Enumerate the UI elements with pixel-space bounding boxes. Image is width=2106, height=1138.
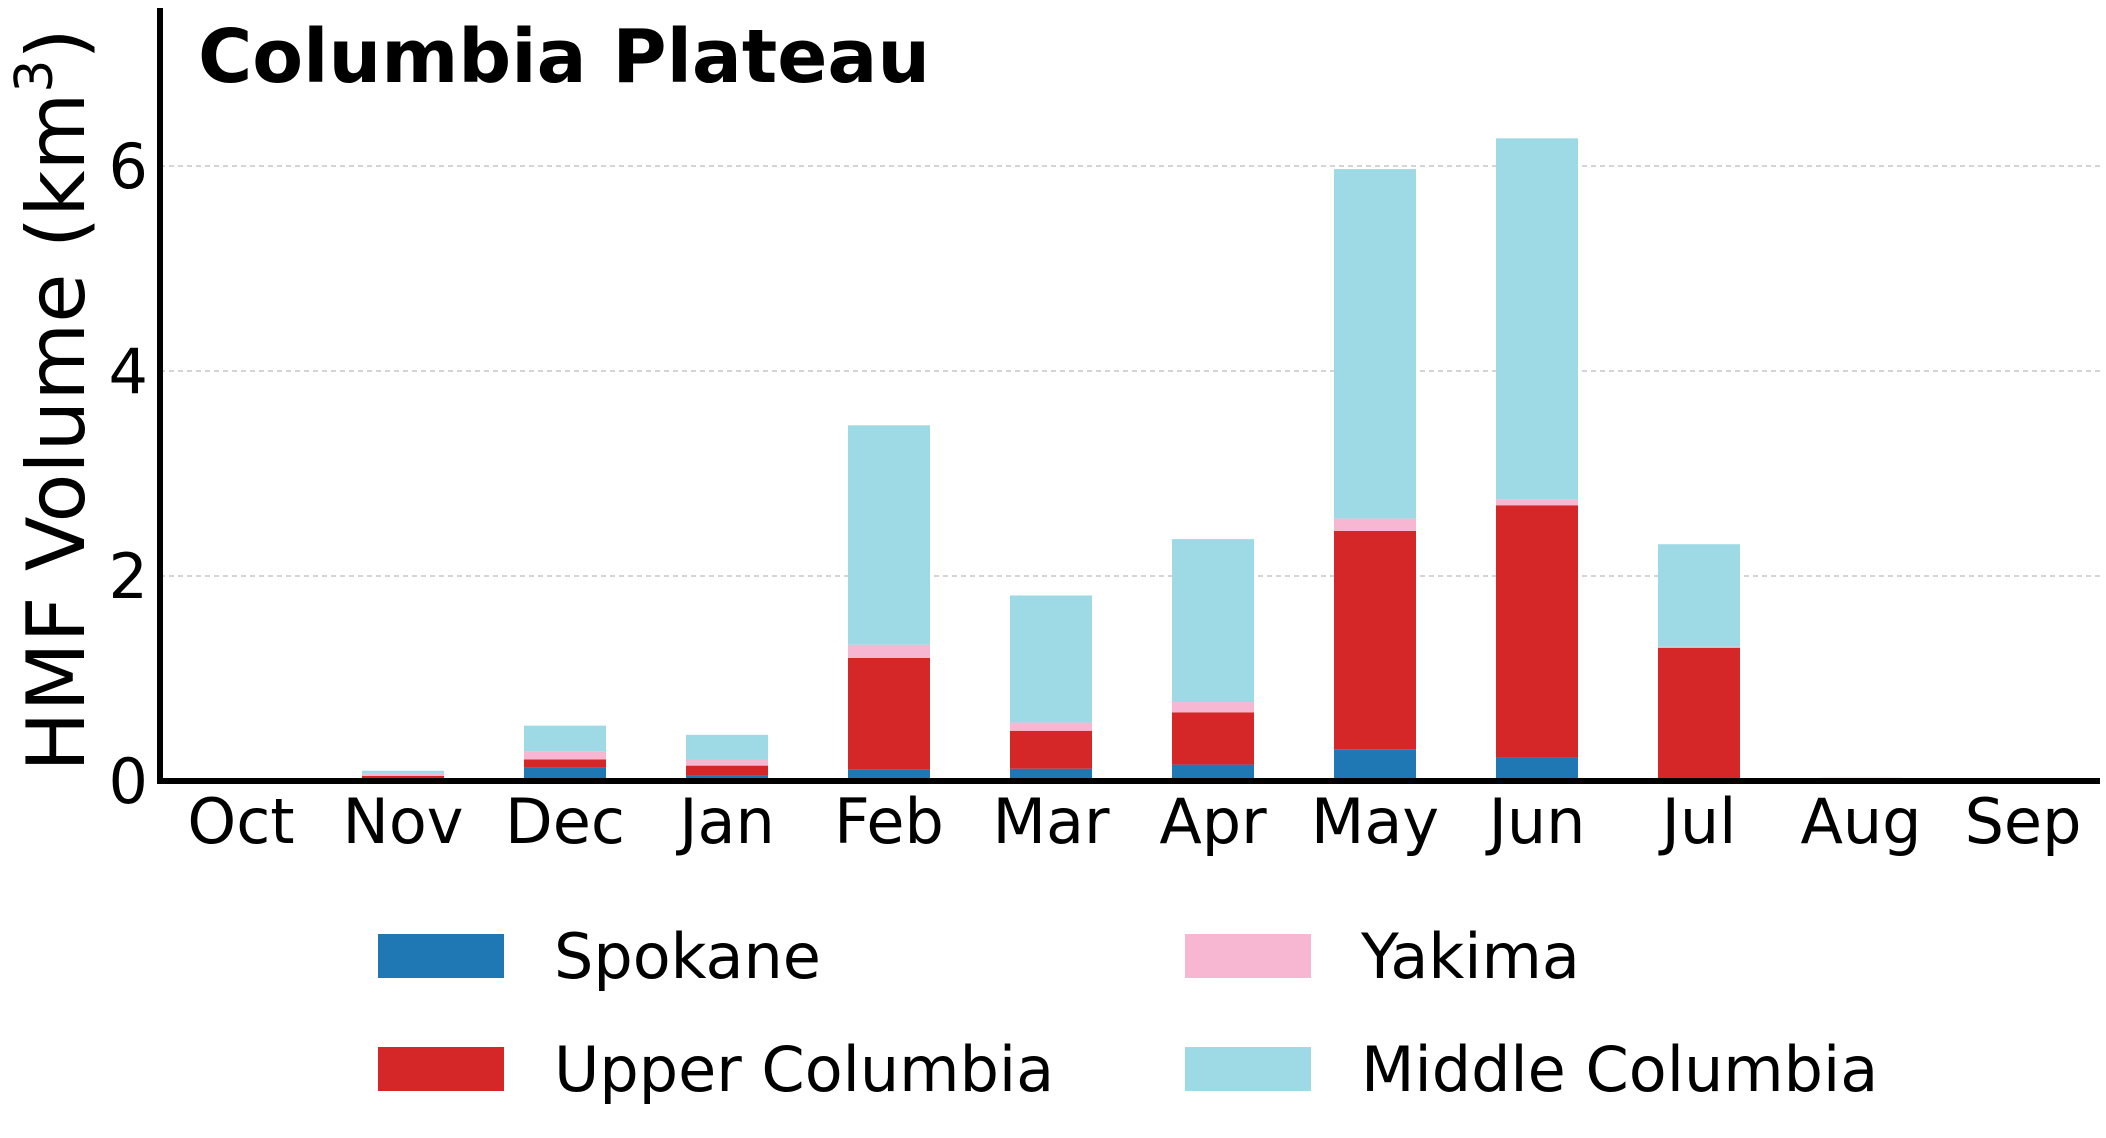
legend-label-yakima: Yakima bbox=[1360, 920, 1580, 993]
bar-dec-upper-columbia bbox=[524, 759, 606, 768]
bar-jun-upper-columbia bbox=[1496, 505, 1578, 758]
x-tick-label-aug: Aug bbox=[1800, 785, 1921, 858]
x-tick-label-feb: Feb bbox=[834, 785, 944, 858]
x-tick-label-jun: Jun bbox=[1485, 785, 1586, 858]
chart-title: Columbia Plateau bbox=[198, 14, 930, 100]
bar-jul-upper-columbia bbox=[1658, 647, 1740, 781]
y-axis-label: HMF Volume (km3) bbox=[5, 28, 103, 771]
bars-group bbox=[362, 138, 1902, 781]
bar-jul-middle-columbia bbox=[1658, 544, 1740, 647]
bar-jan-upper-columbia bbox=[686, 765, 768, 776]
legend: Spokane Upper Columbia Yakima Middle Columb… bbox=[378, 920, 1878, 1106]
bar-nov-middle-columbia bbox=[362, 770, 444, 774]
x-tick-label-mar: Mar bbox=[993, 785, 1110, 858]
y-axis-label-superscript: 3 bbox=[5, 60, 65, 93]
legend-label-spokane: Spokane bbox=[554, 920, 821, 993]
bar-mar-middle-columbia bbox=[1010, 595, 1092, 723]
bar-dec-middle-columbia bbox=[524, 725, 606, 752]
bar-dec-yakima bbox=[524, 751, 606, 760]
bar-jan-yakima bbox=[686, 759, 768, 766]
bar-feb-upper-columbia bbox=[848, 658, 930, 770]
gridlines bbox=[160, 165, 2100, 577]
legend-swatch-yakima bbox=[1185, 934, 1311, 978]
x-tick-label-oct: Oct bbox=[187, 785, 294, 858]
bar-mar-yakima bbox=[1010, 722, 1092, 731]
bar-may-upper-columbia bbox=[1334, 530, 1416, 750]
x-tick-label-jul: Jul bbox=[1658, 785, 1737, 858]
bar-apr-upper-columbia bbox=[1172, 712, 1254, 765]
x-tick-label-may: May bbox=[1311, 785, 1439, 858]
bar-jan-middle-columbia bbox=[686, 734, 768, 760]
x-tick-label-dec: Dec bbox=[505, 785, 625, 858]
x-tick-label-apr: Apr bbox=[1159, 785, 1267, 858]
bar-nov-yakima bbox=[362, 773, 444, 776]
y-axis-label-close: ) bbox=[10, 28, 103, 59]
bar-may-middle-columbia bbox=[1334, 169, 1416, 519]
legend-swatch-upper-columbia bbox=[378, 1047, 504, 1091]
y-tick-label-6: 6 bbox=[109, 130, 148, 203]
y-axis-label-main: HMF Volume (km bbox=[10, 93, 103, 772]
bar-apr-spokane bbox=[1172, 764, 1254, 781]
bar-may-yakima bbox=[1334, 518, 1416, 531]
y-tick-label-2: 2 bbox=[109, 540, 148, 613]
x-tick-label-jan: Jan bbox=[675, 785, 775, 858]
bar-jun-yakima bbox=[1496, 499, 1578, 506]
x-tick-label-sep: Sep bbox=[1965, 785, 2082, 858]
x-tick-labels: Oct Nov Dec Jan Feb Mar Apr May Jun Jul Aug Sep bbox=[187, 785, 2081, 858]
bar-jun-middle-columbia bbox=[1496, 138, 1578, 500]
bar-mar-spokane bbox=[1010, 768, 1092, 781]
legend-label-middle-columbia: Middle Columbia bbox=[1361, 1033, 1878, 1106]
x-tick-label-nov: Nov bbox=[342, 785, 463, 858]
axes-group bbox=[157, 8, 2100, 784]
y-tick-label-0: 0 bbox=[109, 745, 148, 818]
legend-swatch-middle-columbia bbox=[1185, 1047, 1311, 1091]
bar-feb-spokane bbox=[848, 769, 930, 781]
y-tick-label-4: 4 bbox=[109, 335, 148, 408]
legend-label-upper-columbia: Upper Columbia bbox=[554, 1033, 1054, 1106]
bar-dec-spokane bbox=[524, 767, 606, 781]
bar-jul-yakima bbox=[1658, 646, 1740, 648]
bar-feb-middle-columbia bbox=[848, 425, 930, 645]
bar-nov-upper-columbia bbox=[362, 775, 444, 780]
bar-feb-yakima bbox=[848, 644, 930, 658]
bar-apr-middle-columbia bbox=[1172, 539, 1254, 703]
bar-mar-upper-columbia bbox=[1010, 730, 1092, 769]
bar-jun-spokane bbox=[1496, 757, 1578, 781]
legend-swatch-spokane bbox=[378, 934, 504, 978]
bar-apr-yakima bbox=[1172, 702, 1254, 713]
bar-may-spokane bbox=[1334, 749, 1416, 781]
y-tick-labels: 0 2 4 6 bbox=[109, 130, 148, 818]
